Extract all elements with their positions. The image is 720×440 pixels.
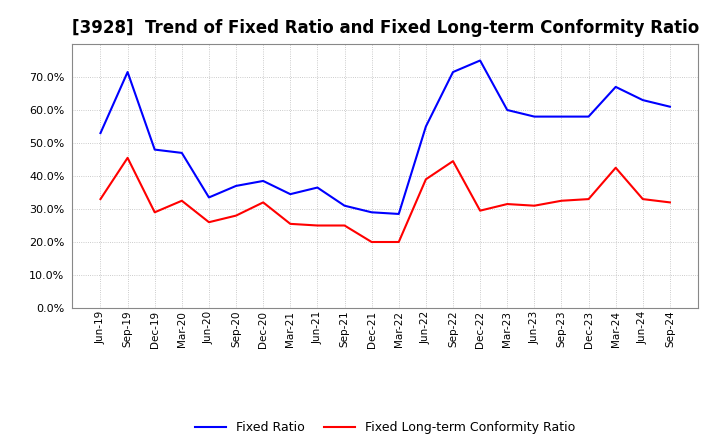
Line: Fixed Ratio: Fixed Ratio	[101, 60, 670, 214]
Fixed Long-term Conformity Ratio	[96, 196, 105, 202]
Fixed Ratio	[584, 114, 593, 119]
Fixed Ratio	[421, 124, 430, 129]
Title: [3928]  Trend of Fixed Ratio and Fixed Long-term Conformity Ratio: [3928] Trend of Fixed Ratio and Fixed Lo…	[71, 19, 699, 37]
Fixed Long-term Conformity Ratio	[530, 203, 539, 209]
Fixed Long-term Conformity Ratio	[259, 200, 268, 205]
Fixed Long-term Conformity Ratio	[150, 210, 159, 215]
Fixed Long-term Conformity Ratio	[449, 158, 457, 164]
Fixed Ratio	[313, 185, 322, 190]
Fixed Ratio	[639, 97, 647, 103]
Fixed Long-term Conformity Ratio	[341, 223, 349, 228]
Fixed Long-term Conformity Ratio	[557, 198, 566, 203]
Fixed Ratio	[395, 211, 403, 216]
Fixed Ratio	[367, 210, 376, 215]
Fixed Ratio	[178, 150, 186, 156]
Fixed Ratio	[557, 114, 566, 119]
Line: Fixed Long-term Conformity Ratio: Fixed Long-term Conformity Ratio	[101, 158, 670, 242]
Fixed Long-term Conformity Ratio	[204, 220, 213, 225]
Fixed Long-term Conformity Ratio	[313, 223, 322, 228]
Fixed Ratio	[96, 130, 105, 136]
Fixed Ratio	[530, 114, 539, 119]
Fixed Long-term Conformity Ratio	[232, 213, 240, 218]
Fixed Long-term Conformity Ratio	[584, 196, 593, 202]
Fixed Ratio	[611, 84, 620, 90]
Fixed Long-term Conformity Ratio	[639, 196, 647, 202]
Fixed Ratio	[123, 70, 132, 75]
Fixed Ratio	[150, 147, 159, 152]
Fixed Long-term Conformity Ratio	[503, 202, 511, 207]
Fixed Long-term Conformity Ratio	[286, 221, 294, 227]
Fixed Long-term Conformity Ratio	[123, 155, 132, 161]
Fixed Ratio	[204, 195, 213, 200]
Fixed Ratio	[449, 70, 457, 75]
Fixed Long-term Conformity Ratio	[178, 198, 186, 203]
Fixed Ratio	[341, 203, 349, 209]
Fixed Long-term Conformity Ratio	[611, 165, 620, 170]
Legend: Fixed Ratio, Fixed Long-term Conformity Ratio: Fixed Ratio, Fixed Long-term Conformity …	[190, 416, 580, 439]
Fixed Long-term Conformity Ratio	[367, 239, 376, 245]
Fixed Ratio	[259, 178, 268, 183]
Fixed Ratio	[503, 107, 511, 113]
Fixed Long-term Conformity Ratio	[395, 239, 403, 245]
Fixed Ratio	[476, 58, 485, 63]
Fixed Long-term Conformity Ratio	[476, 208, 485, 213]
Fixed Ratio	[665, 104, 674, 109]
Fixed Ratio	[286, 191, 294, 197]
Fixed Long-term Conformity Ratio	[421, 176, 430, 182]
Fixed Ratio	[232, 183, 240, 188]
Fixed Long-term Conformity Ratio	[665, 200, 674, 205]
